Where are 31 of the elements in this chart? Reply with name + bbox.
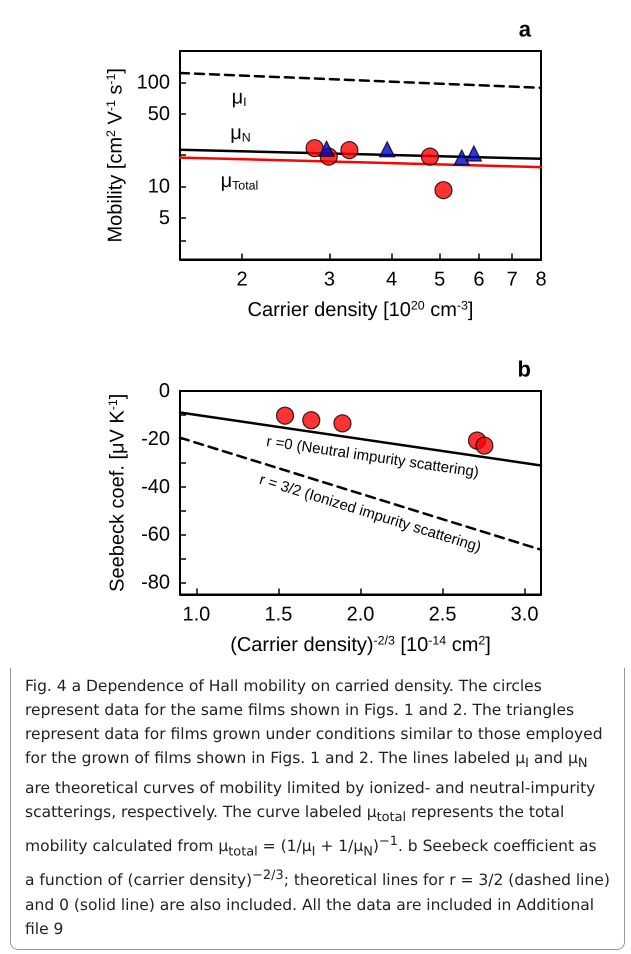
y-tick-label: 10 bbox=[148, 176, 170, 198]
x-tick-label: 2.0 bbox=[346, 604, 374, 626]
y-tick-label: 100 bbox=[136, 71, 170, 94]
x-tick-label: 2.5 bbox=[428, 604, 456, 626]
chart-title: a bbox=[518, 16, 532, 42]
text: r =0 (Neutral impurity scattering) bbox=[265, 432, 480, 481]
y-tick-label: -40 bbox=[141, 476, 170, 498]
point bbox=[475, 436, 494, 455]
x-tick-label: 7 bbox=[506, 268, 518, 290]
y-tick-label: -80 bbox=[141, 572, 170, 594]
x-tick-label: 4 bbox=[386, 268, 398, 290]
x-tick-label: 6 bbox=[473, 268, 485, 290]
point bbox=[333, 414, 352, 432]
y-axis-title: Seebeck coef. [μV K-1] bbox=[106, 394, 128, 592]
text: Fig. 4 a Dependence of Hall mobility on carried density. The circles represent data for the same films shown in Figs. 1 and 2. The triangles represent data for films grown under conditions similar to those employed for the grown of films shown in Figs. 1 and 2. The lines labeled μ$_{I}$ and μ$_{N}$ are theoretical curves of mobility limited by ionized- and neutral-impurity scatterings, respectively. The curve labeled μ$_{total}$ represents the total mobility calculated from μ$_{total}$ = (1/μ$_{I}$ + 1/μ$_{N}$)$^{−1}$. b Seebeck coefficient as a function of (carrier density)$^{−2/3}$; theoretical lines for r = 3/2 (dashed line) and 0 (solid line) are also included. All the data are included in Additional file 9 bbox=[25, 677, 610, 938]
x-tick-label: 2 bbox=[236, 268, 248, 290]
x-tick-label: 1.5 bbox=[264, 604, 292, 626]
y-tick-label: 5 bbox=[158, 207, 170, 230]
x-tick-label: 5 bbox=[434, 268, 446, 290]
y-tick-label: -60 bbox=[141, 524, 170, 546]
x-tick-label: 3.0 bbox=[510, 604, 538, 626]
x-tick-label: 3 bbox=[324, 268, 336, 290]
x-tick-label: 8 bbox=[535, 268, 547, 290]
x-tick-label: 1.0 bbox=[182, 604, 210, 626]
y-tick-label: 0 bbox=[158, 380, 170, 402]
y-axis-title: Mobility [cm2 V-1 s-1] bbox=[104, 68, 127, 243]
point bbox=[276, 406, 294, 425]
y-tick-label: 50 bbox=[148, 102, 170, 125]
chart-title: b bbox=[518, 356, 532, 382]
point bbox=[302, 411, 320, 430]
y-tick-label: -20 bbox=[141, 428, 170, 450]
